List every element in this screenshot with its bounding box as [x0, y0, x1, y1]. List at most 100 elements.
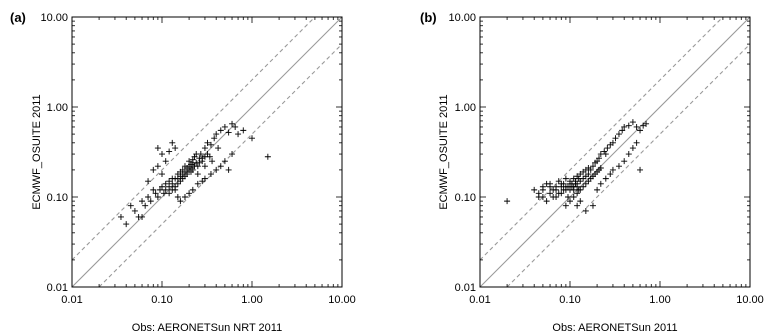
panel-a-point — [159, 183, 165, 190]
panel-a-point — [235, 131, 242, 138]
panel-a-point — [194, 180, 201, 187]
panel-b-point — [609, 139, 616, 146]
panel-a-point — [117, 213, 124, 220]
panel-a-point — [209, 158, 216, 165]
panel-b-point — [625, 122, 632, 129]
panel-a-point — [145, 194, 152, 200]
panel-a-point — [213, 166, 220, 173]
panel-a-point — [147, 198, 154, 205]
panel-b-point — [574, 190, 581, 197]
panel-a-point — [166, 178, 173, 185]
panel-a-reference-lines — [71, 16, 343, 288]
panel-b-ylabel: ECMWF_OSUITE 2011 — [438, 94, 450, 209]
panel-a-ytick-1: 0.10 — [47, 192, 68, 204]
panel-a-point — [207, 141, 214, 148]
panel-b-point — [621, 158, 628, 165]
panel-b-point — [550, 194, 557, 200]
panel-a-xlabel: Obs: AERONETSun NRT 2011 — [132, 322, 282, 334]
panel-a-point — [152, 190, 159, 197]
panel-a-point — [166, 148, 173, 155]
panel-b-point — [564, 194, 571, 200]
panel-b-point — [504, 198, 511, 205]
panel-a-point — [215, 145, 222, 152]
panel-a-point — [123, 221, 130, 228]
panel-b-refline-2 — [506, 43, 751, 288]
panel-b-ytick-3: 10.00 — [448, 12, 476, 24]
panel-b-point — [553, 186, 560, 193]
panel-a-point — [197, 151, 204, 158]
panel-b-point — [543, 180, 550, 187]
panel-b-point — [629, 145, 636, 152]
panel-a-point — [207, 171, 214, 178]
panel-a-point — [221, 158, 228, 165]
panel-a-xtick-0: 0.01 — [61, 294, 82, 306]
panel-b-xlabel: Obs: AERONETSun 2011 — [552, 322, 677, 334]
panel-a-point — [150, 186, 157, 193]
panel-a-ytick-3: 10.00 — [40, 12, 68, 24]
panel-b-point — [619, 127, 626, 134]
panel-b-point — [643, 120, 650, 127]
panel-b-point — [531, 186, 538, 193]
panel-a-point — [166, 183, 173, 190]
panel-b-point — [607, 171, 614, 178]
panel-a-point — [174, 194, 181, 200]
panel-a-ytick-2: 1.00 — [47, 102, 68, 114]
panel-a-point — [162, 186, 169, 193]
panel-a-point — [189, 186, 196, 193]
panel-a-point — [135, 213, 142, 220]
panel-b-point — [577, 198, 584, 205]
panel-a-point — [191, 163, 198, 170]
panel-b-point — [585, 171, 592, 178]
panel-b-point — [602, 151, 609, 158]
panel-a-point — [199, 155, 206, 162]
panel-b-ticks — [479, 17, 750, 288]
panel-a-point — [181, 168, 188, 175]
panel-a-point — [229, 151, 236, 158]
panel-b-label: (b) — [420, 10, 437, 25]
panel-b-point — [609, 166, 616, 173]
panel-a-point — [206, 153, 213, 160]
panel-a-point — [196, 159, 203, 166]
panel-b-point — [625, 151, 632, 158]
panel-b-points — [504, 119, 650, 214]
panel-b-point — [582, 180, 589, 187]
panel-b-ytick-1: 0.10 — [455, 192, 476, 204]
panel-b-point — [539, 186, 546, 193]
panel-a-point — [201, 163, 208, 170]
panel-b-point — [580, 183, 587, 190]
panel-a-points — [117, 120, 271, 228]
panel-a-point — [156, 186, 163, 193]
panel-a-ticks — [71, 17, 342, 288]
panel-b-point — [602, 175, 609, 182]
panel-a-point — [229, 120, 236, 127]
panel-a-point — [154, 194, 161, 200]
panel-a-point — [172, 183, 179, 190]
panel-b-point — [633, 123, 640, 130]
panel-a-point — [204, 139, 211, 146]
panel-a-point — [169, 139, 176, 146]
panel-b-point — [547, 190, 554, 197]
panel-b-point — [621, 123, 628, 130]
panel-a-point — [211, 135, 218, 142]
panel-a-refline-1 — [71, 16, 316, 261]
panel-a-point — [154, 163, 161, 170]
panel-b-point — [596, 155, 602, 162]
panel-b-point — [555, 190, 562, 197]
panel-a-point — [199, 178, 206, 185]
panel-a-point — [264, 153, 271, 160]
panel-a-point — [160, 190, 167, 197]
panel-b-plot-frame — [479, 16, 751, 288]
panel-b-refline-1 — [479, 16, 724, 261]
panel-b-point — [568, 183, 575, 190]
panel-b-reference-lines — [479, 16, 751, 288]
panel-b-point — [587, 166, 594, 173]
panel-a-point — [240, 127, 247, 134]
panel-a-point — [217, 163, 224, 170]
panel-a-point — [249, 135, 255, 142]
panel-a-label: (a) — [10, 10, 26, 25]
panel-b-point — [560, 180, 567, 187]
panel-a-point — [174, 180, 181, 187]
panel-b-point — [604, 145, 611, 152]
panel-b-point — [577, 178, 584, 185]
